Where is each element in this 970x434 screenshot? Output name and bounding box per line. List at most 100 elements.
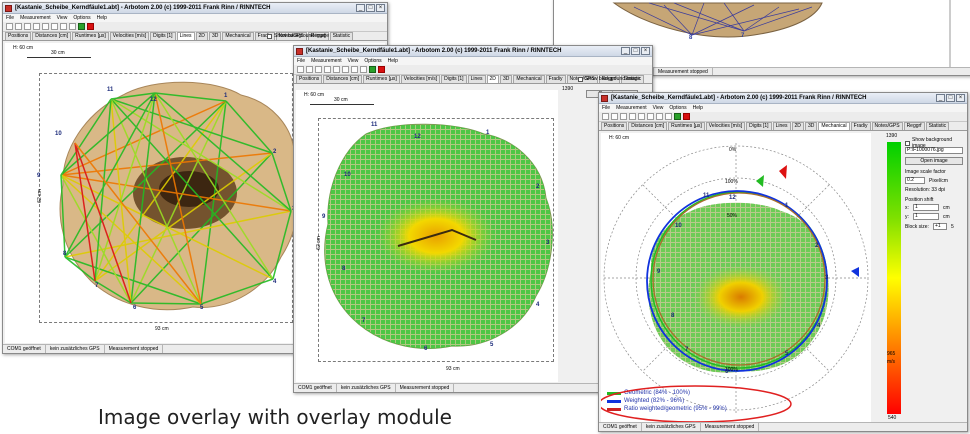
close-button[interactable]: ×: [956, 94, 965, 102]
menu-options[interactable]: Options: [73, 15, 91, 21]
menu-view[interactable]: View: [56, 15, 68, 21]
minimize-button[interactable]: _: [621, 47, 630, 55]
print-icon[interactable]: [647, 113, 654, 120]
maximize-button[interactable]: □: [631, 47, 640, 55]
tab-statistic[interactable]: Statistic: [925, 122, 950, 130]
tab-2d[interactable]: 2D: [486, 75, 499, 83]
settings-icon[interactable]: [69, 23, 76, 30]
tab-reggrf[interactable]: Reggrf: [307, 32, 329, 40]
tab-2d[interactable]: 2D: [791, 122, 804, 130]
tab-digits[interactable]: Digits [1]: [441, 75, 467, 83]
play-icon[interactable]: [78, 23, 85, 30]
new-icon[interactable]: [602, 113, 609, 120]
open-icon[interactable]: [611, 113, 618, 120]
delete-icon[interactable]: [60, 23, 67, 30]
save-icon[interactable]: [620, 113, 627, 120]
tab-velocities[interactable]: Velocities [m/s]: [705, 122, 746, 130]
tab-3d[interactable]: 3D: [208, 32, 222, 40]
tab-digits[interactable]: Digits [1]: [150, 32, 176, 40]
tab-positions[interactable]: Positions: [5, 32, 32, 40]
tab-distances[interactable]: Distances [cm]: [628, 122, 668, 130]
tab-mechanical[interactable]: Mechanical: [222, 32, 254, 40]
menu-file[interactable]: File: [602, 105, 611, 111]
menu-file[interactable]: File: [297, 58, 306, 64]
copy-icon[interactable]: [324, 66, 331, 73]
new-icon[interactable]: [6, 23, 13, 30]
delete-icon[interactable]: [656, 113, 663, 120]
tab-fradiy[interactable]: Fradiy: [850, 122, 871, 130]
tab-statistic[interactable]: Statistic: [620, 75, 645, 83]
maximize-button[interactable]: □: [366, 4, 375, 12]
menu-view[interactable]: View: [347, 58, 359, 64]
settings-icon[interactable]: [360, 66, 367, 73]
x-shift-input[interactable]: 1: [913, 204, 939, 211]
tab-lines[interactable]: Lines: [176, 32, 195, 40]
paste-icon[interactable]: [333, 66, 340, 73]
tab-runtimes[interactable]: Runtimes [µs]: [72, 32, 109, 40]
checkbox-box[interactable]: [267, 33, 272, 39]
stop-icon[interactable]: [683, 113, 690, 120]
checkbox-box[interactable]: [578, 76, 583, 82]
stop-icon[interactable]: [378, 66, 385, 73]
tab-digits[interactable]: Digits [1]: [746, 122, 772, 130]
menu-help[interactable]: Help: [96, 15, 107, 21]
tab-mechanical[interactable]: Mechanical: [818, 122, 850, 130]
open-icon[interactable]: [15, 23, 22, 30]
menu-help[interactable]: Help: [692, 105, 703, 111]
show-background-checkbox[interactable]: Show background image: [905, 137, 967, 149]
copy-icon[interactable]: [33, 23, 40, 30]
menu-options[interactable]: Options: [364, 58, 382, 64]
menu-view[interactable]: View: [652, 105, 664, 111]
tab-velocities[interactable]: Velocities [m/s]: [400, 75, 441, 83]
stop-icon[interactable]: [87, 23, 94, 30]
tab-notes-gps[interactable]: Notes/GPS: [275, 32, 307, 40]
tab-distances[interactable]: Distances [cm]: [32, 32, 72, 40]
block-size-input[interactable]: +1: [933, 223, 947, 230]
tab-mechanical[interactable]: Mechanical: [513, 75, 545, 83]
print-icon[interactable]: [51, 23, 58, 30]
show-background-checkbox[interactable]: Show background image: [267, 33, 329, 39]
open-image-button[interactable]: Open image: [905, 157, 963, 165]
menu-measurement[interactable]: Measurement: [311, 58, 342, 64]
tab-runtimes[interactable]: Runtimes [µs]: [363, 75, 400, 83]
tab-3d[interactable]: 3D: [499, 75, 513, 83]
tab-lines[interactable]: Lines: [772, 122, 791, 130]
tab-fradiy[interactable]: Fradiy: [545, 75, 566, 83]
tab-positions[interactable]: Positions: [296, 75, 323, 83]
tab-fradiy[interactable]: Fradiy: [254, 32, 275, 40]
tab-2d[interactable]: 2D: [195, 32, 208, 40]
paste-icon[interactable]: [42, 23, 49, 30]
delete-icon[interactable]: [351, 66, 358, 73]
tab-velocities[interactable]: Velocities [m/s]: [109, 32, 150, 40]
minimize-button[interactable]: _: [356, 4, 365, 12]
print-icon[interactable]: [342, 66, 349, 73]
paste-icon[interactable]: [638, 113, 645, 120]
play-icon[interactable]: [369, 66, 376, 73]
new-icon[interactable]: [297, 66, 304, 73]
close-button[interactable]: ×: [376, 4, 385, 12]
menu-measurement[interactable]: Measurement: [20, 15, 51, 21]
save-icon[interactable]: [315, 66, 322, 73]
tab-3d[interactable]: 3D: [804, 122, 818, 130]
tab-reggrf[interactable]: Reggrf: [903, 122, 925, 130]
open-icon[interactable]: [306, 66, 313, 73]
save-icon[interactable]: [24, 23, 31, 30]
y-shift-input[interactable]: 1: [913, 213, 939, 220]
image-scale-input[interactable]: 0.2: [905, 177, 925, 184]
tab-distances[interactable]: Distances [cm]: [323, 75, 363, 83]
tab-lines[interactable]: Lines: [467, 75, 486, 83]
menu-help[interactable]: Help: [387, 58, 398, 64]
settings-icon[interactable]: [665, 113, 672, 120]
maximize-button[interactable]: □: [946, 94, 955, 102]
menu-options[interactable]: Options: [669, 105, 687, 111]
menu-measurement[interactable]: Measurement: [616, 105, 647, 111]
minimize-button[interactable]: _: [936, 94, 945, 102]
tab-runtimes[interactable]: Runtimes [µs]: [668, 122, 705, 130]
copy-icon[interactable]: [629, 113, 636, 120]
close-button[interactable]: ×: [641, 47, 650, 55]
tab-statistic[interactable]: Statistic: [329, 32, 354, 40]
tab-positions[interactable]: Positions: [601, 122, 628, 130]
tab-reggrf[interactable]: Reggrf: [598, 75, 620, 83]
checkbox-box[interactable]: [905, 140, 910, 146]
menu-file[interactable]: File: [6, 15, 15, 21]
